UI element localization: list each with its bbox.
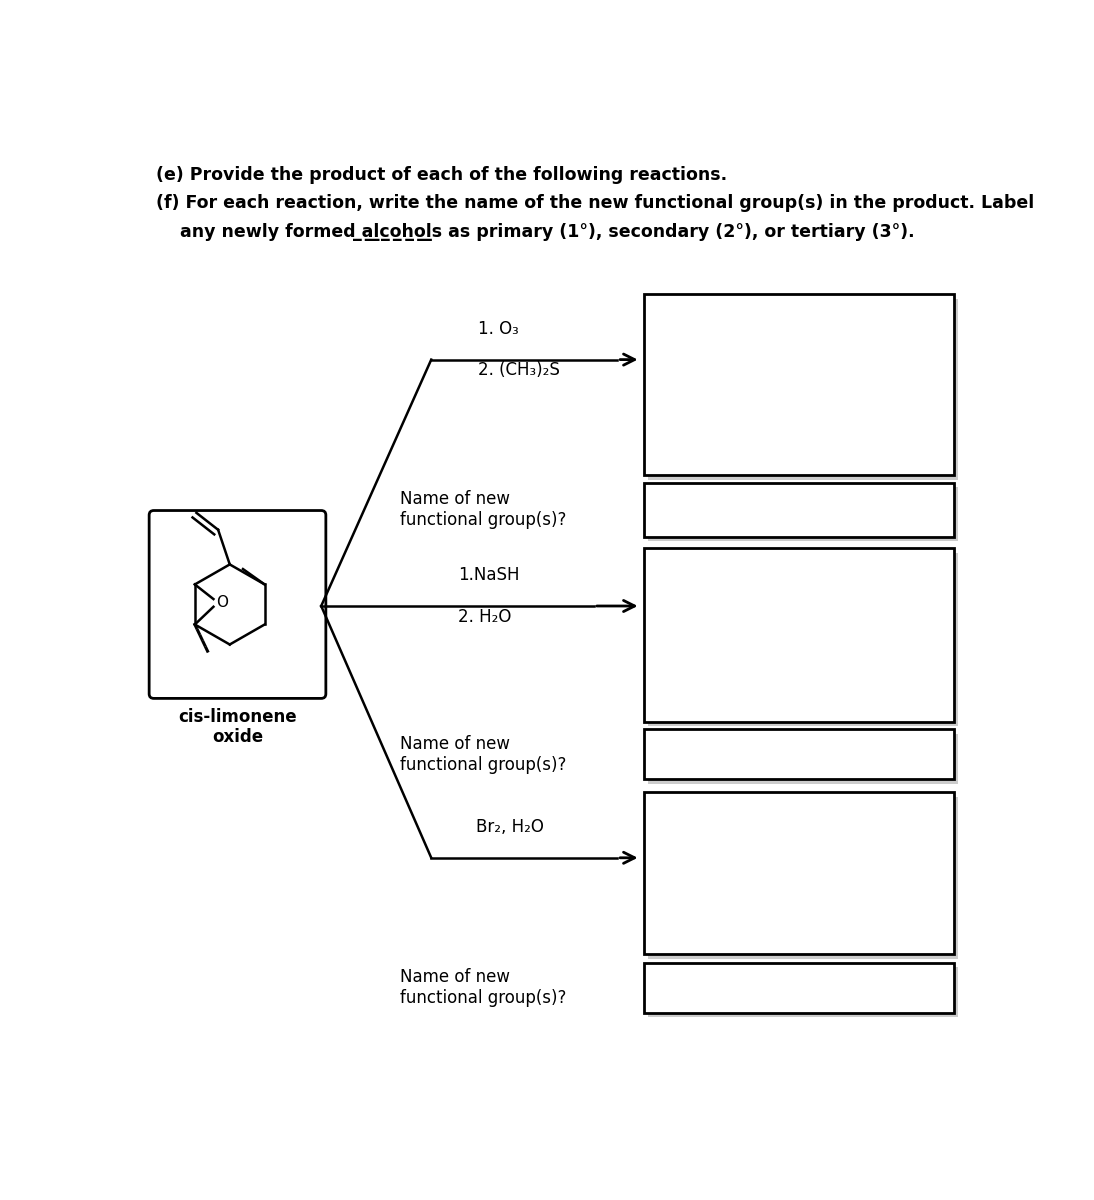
FancyBboxPatch shape [149,510,326,698]
Bar [643,294,954,475]
Text: 1. O₃: 1. O₃ [478,320,519,338]
Text: Br₂, H₂O: Br₂, H₂O [476,818,544,836]
Text: Name of new
functional group(s)?: Name of new functional group(s)? [400,491,567,529]
Bar [649,967,958,1018]
Bar [649,553,958,726]
Text: O: O [217,595,229,611]
Text: 2. (CH₃)₂S: 2. (CH₃)₂S [478,361,560,379]
Text: 1.NaSH: 1.NaSH [458,566,520,584]
Text: Name of new
functional group(s)?: Name of new functional group(s)? [400,968,567,1007]
Bar [643,730,954,779]
Bar [643,962,954,1013]
Bar [649,797,958,959]
Text: Name of new
functional group(s)?: Name of new functional group(s)? [400,734,567,774]
Text: 2. H₂O: 2. H₂O [458,607,512,625]
Text: (e) Provide the product of each of the following reactions.: (e) Provide the product of each of the f… [156,166,728,184]
Bar [649,734,958,784]
Bar [649,299,958,480]
Bar [643,482,954,536]
Text: cis-limonene: cis-limonene [178,708,296,726]
Bar [643,548,954,721]
Bar [649,487,958,541]
Text: (f) For each reaction, write the name of the new functional group(s) in the prod: (f) For each reaction, write the name of… [156,194,1034,212]
Bar [643,792,954,954]
Text: any newly formed ̲a̲l̲c̲o̲h̲o̲l̲s as primary (1°), secondary (2°), or tertiary (: any newly formed ̲a̲l̲c̲o̲h̲o̲l̲s as pri… [156,222,915,240]
Text: oxide: oxide [212,727,263,745]
